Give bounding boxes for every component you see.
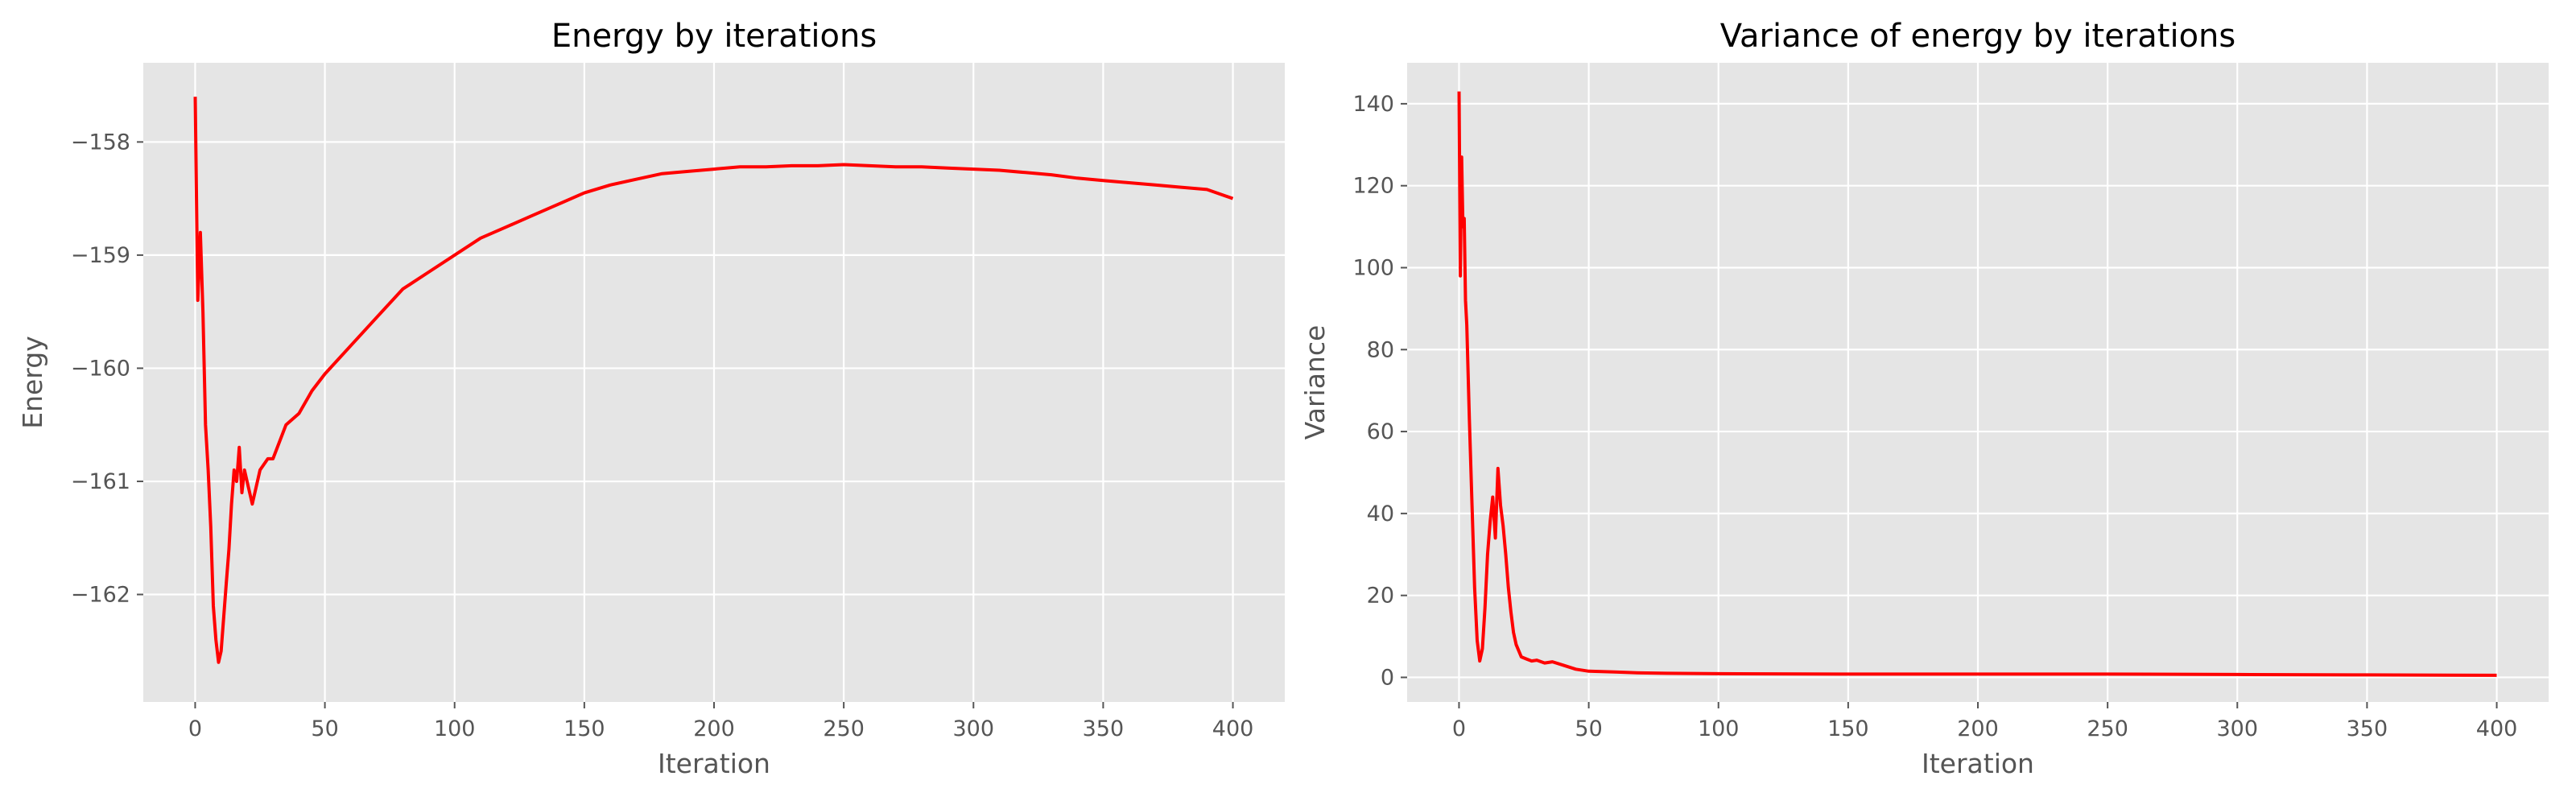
energy-y-tick-label: −162 [71, 582, 130, 607]
energy-series-line [193, 97, 1234, 664]
variance-y-tick-label: 100 [1352, 255, 1394, 280]
energy-x-tick-label: 200 [693, 716, 735, 741]
energy-y-tick-label: −160 [71, 356, 130, 381]
energy-x-tick-label: 250 [823, 716, 865, 741]
variance-y-tick-label: 20 [1367, 584, 1394, 609]
variance-x-tick-label: 300 [2216, 716, 2258, 741]
variance-x-tick-label: 100 [1698, 716, 1740, 741]
variance-y-tick-label: 0 [1381, 665, 1394, 690]
energy-y-tick-label: −159 [71, 243, 130, 268]
energy-chart-title: Energy by iterations [551, 18, 877, 55]
variance-x-tick-label: 0 [1452, 716, 1466, 741]
variance-y-axis-label: Variance [1299, 325, 1331, 440]
variance-y-tick-label: 60 [1367, 419, 1394, 444]
energy-x-tick-label: 400 [1212, 716, 1254, 741]
energy-x-tick-label: 0 [188, 716, 202, 741]
variance-x-tick-label: 400 [2476, 716, 2518, 741]
variance-y-tick-label: 40 [1367, 502, 1394, 526]
variance-x-tick-label: 200 [1957, 716, 1999, 741]
variance-x-tick-label: 350 [2347, 716, 2388, 741]
energy-x-tick-label: 350 [1083, 716, 1125, 741]
energy-chart: 0 50 100 150 200 250 300 350 400 −162 −161 −160 −159… [17, 18, 1285, 779]
energy-y-axis-label: Energy [17, 336, 48, 429]
variance-x-tick-label: 50 [1575, 716, 1602, 741]
variance-y-tick-label: 120 [1352, 174, 1394, 199]
variance-series-line [1457, 91, 2497, 677]
energy-y-tick-label: −161 [71, 469, 130, 494]
variance-x-tick-label: 250 [2087, 716, 2128, 741]
variance-y-tick-label: 140 [1352, 92, 1394, 117]
energy-x-tick-label: 50 [311, 716, 338, 741]
energy-x-tick-label: 300 [952, 716, 994, 741]
variance-x-axis-label: Iteration [1922, 748, 2034, 779]
variance-x-tick-label: 150 [1827, 716, 1869, 741]
energy-x-tick-label: 150 [564, 716, 605, 741]
energy-y-tick-label: −158 [71, 130, 130, 155]
variance-y-tick-label: 80 [1367, 337, 1394, 362]
energy-x-tick-label: 100 [434, 716, 476, 741]
variance-chart: 0 50 100 150 200 250 300 350 400 0 20 40 60 80 100 120 1… [1299, 18, 2549, 779]
energy-x-axis-label: Iteration [658, 748, 770, 779]
variance-chart-title: Variance of energy by iterations [1720, 18, 2235, 55]
